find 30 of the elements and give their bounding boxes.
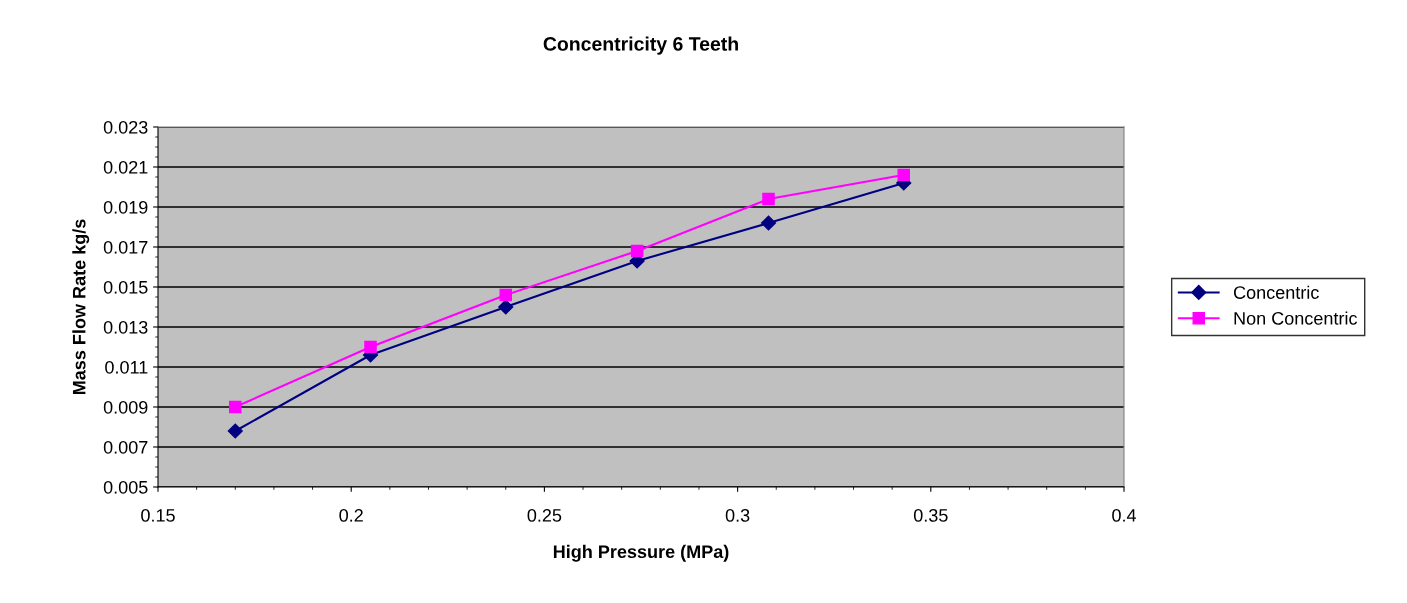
y-tick-label: 0.013 bbox=[103, 320, 148, 334]
point bbox=[760, 215, 777, 231]
x-tick-label: 0.25 bbox=[527, 509, 562, 522]
y-tick-label: 0.017 bbox=[103, 240, 148, 254]
y-tick-label: 0.015 bbox=[103, 280, 148, 294]
y-axis-title: Mass Flow Rate kg/s bbox=[72, 219, 90, 395]
point bbox=[498, 299, 514, 315]
chart-title: Concentricity 6 Teeth bbox=[543, 36, 738, 55]
point bbox=[364, 340, 377, 354]
y-tick-label: 0.007 bbox=[103, 440, 148, 454]
y-tick-label: 0.005 bbox=[103, 480, 148, 494]
legend-label: Concentric bbox=[1233, 285, 1319, 299]
point bbox=[630, 244, 644, 258]
y-tick-label: 0.023 bbox=[103, 120, 148, 134]
x-axis-title: High Pressure (MPa) bbox=[553, 544, 729, 562]
point bbox=[762, 192, 775, 206]
x-tick-label: 0.2 bbox=[339, 509, 363, 522]
point bbox=[229, 400, 242, 414]
point bbox=[227, 423, 243, 439]
y-tick-label: 0.019 bbox=[103, 200, 148, 214]
legend-label: Non Concentric bbox=[1234, 311, 1358, 325]
x-tick-label: 0.35 bbox=[913, 509, 948, 522]
y-tick-label: 0.011 bbox=[105, 360, 148, 374]
x-tick-label: 0.15 bbox=[141, 509, 175, 522]
y-tick-label: 0.009 bbox=[103, 400, 148, 414]
x-tick-label: 0.3 bbox=[725, 509, 750, 522]
x-tick-label: 0.4 bbox=[1112, 509, 1137, 522]
point bbox=[897, 168, 911, 182]
point bbox=[499, 288, 513, 302]
y-tick-label: 0.021 bbox=[103, 160, 148, 174]
